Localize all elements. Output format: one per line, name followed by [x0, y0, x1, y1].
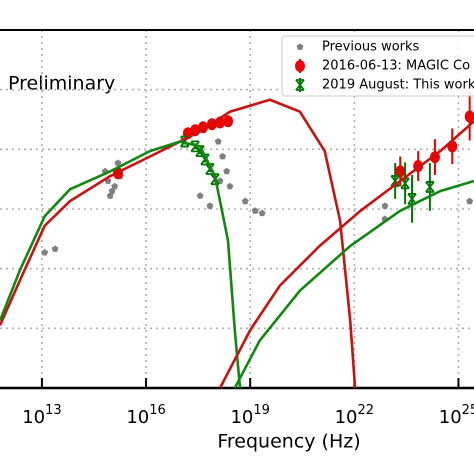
x-tick-exponent: 22 — [358, 403, 375, 418]
point — [295, 79, 305, 91]
x-tick-base: 10 — [230, 407, 253, 428]
point — [51, 245, 59, 252]
point — [258, 209, 266, 217]
x-tick-label: 1013 — [22, 403, 61, 429]
x-axis-label: Frequency (Hz) — [217, 431, 360, 453]
x-tick-exponent: 19 — [253, 403, 270, 418]
point — [251, 207, 259, 214]
model-curve — [218, 120, 474, 389]
model-curve — [233, 179, 474, 389]
point — [205, 163, 215, 175]
x-tick-label: 1019 — [230, 403, 269, 429]
x-tick-base: 10 — [335, 407, 358, 428]
point — [381, 202, 389, 209]
x-tick-label: 1016 — [126, 403, 165, 429]
x-tick-exponent: 13 — [45, 403, 62, 418]
x-tick-label: 1022 — [335, 403, 374, 429]
model-curve — [0, 140, 242, 389]
point — [295, 60, 305, 72]
point — [464, 110, 474, 123]
legend-label: 2016-06-13: MAGIC Co — [322, 59, 470, 74]
point — [425, 181, 435, 193]
point — [195, 145, 205, 158]
point — [206, 202, 214, 209]
point — [219, 152, 226, 160]
x-tick-label: 1025 — [439, 403, 474, 429]
point — [466, 197, 474, 205]
x-tick-base: 10 — [439, 407, 462, 428]
point — [395, 165, 406, 178]
point — [111, 182, 119, 190]
point — [400, 177, 410, 190]
point — [241, 197, 249, 205]
legend-label: 2019 August: This work — [322, 78, 474, 93]
x-tick-exponent: 16 — [149, 403, 166, 418]
legend-box — [281, 35, 474, 97]
point — [226, 182, 234, 190]
point — [223, 115, 234, 128]
point — [214, 138, 222, 145]
point — [407, 192, 417, 205]
annotation: Preliminary — [8, 73, 115, 95]
point — [296, 43, 304, 50]
legend: Previous works 2016-06-13: MAGIC Co 2019 A… — [281, 35, 474, 97]
legend-label: Previous works — [322, 40, 420, 55]
point — [390, 175, 400, 187]
point — [114, 159, 122, 166]
point — [223, 167, 231, 175]
point — [41, 249, 49, 256]
x-tick-exponent: 25 — [462, 403, 474, 418]
model-curve — [0, 98, 357, 389]
point — [106, 192, 114, 199]
x-tick-base: 10 — [22, 407, 45, 428]
x-tick-base: 10 — [126, 407, 149, 428]
point — [196, 192, 204, 199]
point — [200, 153, 210, 166]
